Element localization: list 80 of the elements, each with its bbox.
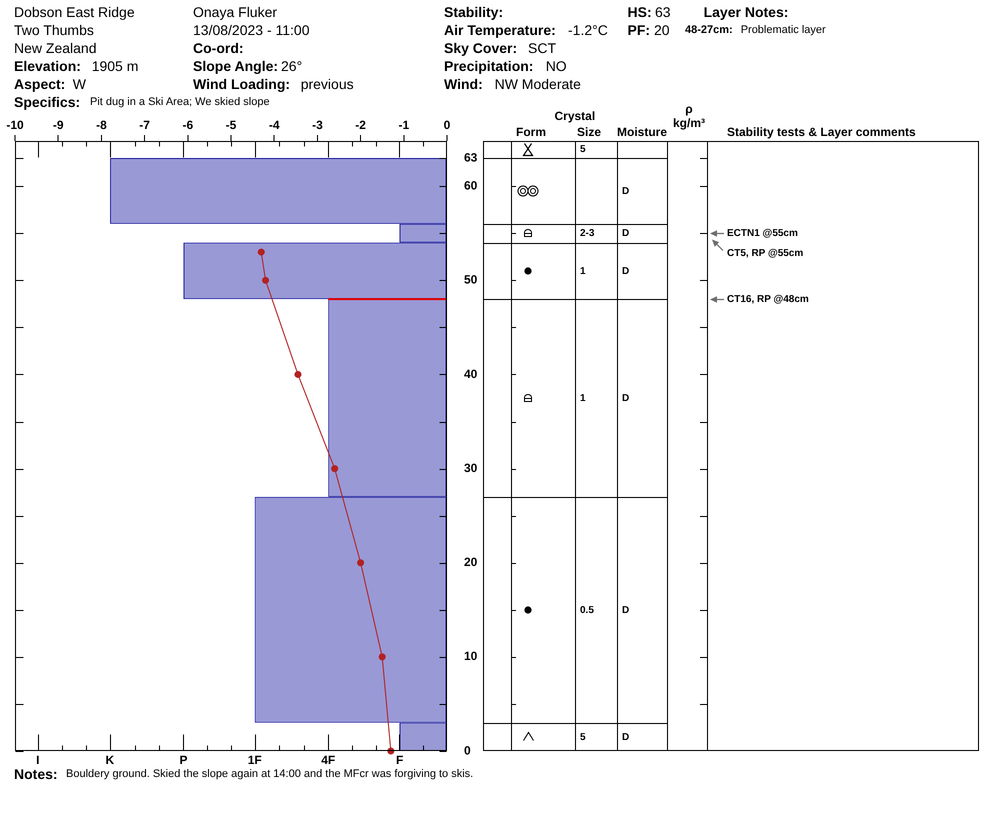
y-tick-label: 50 (464, 272, 478, 287)
x-tick-label: -1 (398, 118, 410, 132)
text: Layer Notes: (704, 4, 788, 21)
text: W (72, 76, 86, 93)
text: NO (546, 58, 567, 75)
text: Wind: (444, 76, 483, 93)
category-label: ρ kg/m³ (672, 102, 706, 131)
text: Bouldery ground. Skied the slope again at 14:00 and the MFcr was forgiving to skis. (66, 768, 474, 780)
text: PF: (628, 22, 650, 39)
text: Two Thumbs (14, 22, 94, 39)
y-tick-label: 60 (464, 178, 478, 192)
text: CT16, RP @48cm (727, 294, 809, 306)
text: CT5, RP @55cm (727, 248, 804, 260)
text: Air Temperature: (444, 22, 556, 39)
text: Onaya Fluker (193, 4, 278, 21)
text: HS: (628, 4, 652, 21)
text: -1.2°C (568, 22, 608, 39)
text: Aspect: (14, 76, 66, 93)
text: 20 (654, 22, 670, 39)
text: 0.5 (580, 604, 594, 616)
text: Problematic layer (740, 24, 826, 38)
x-tick-label: -5 (226, 118, 237, 132)
annotation: F (396, 753, 404, 767)
y-tick-label: 20 (464, 555, 478, 570)
category-label: Form (516, 125, 546, 140)
text: New Zealand (14, 40, 96, 57)
category-label: Size (577, 125, 602, 140)
text: D (622, 392, 630, 404)
text: previous (300, 76, 354, 93)
text: Stability: (444, 4, 504, 21)
text: Slope Angle: (193, 58, 278, 75)
text: D (622, 266, 630, 278)
annotation: K (106, 753, 114, 767)
x-tick-label: -4 (268, 118, 280, 132)
text: 1 (580, 266, 586, 278)
text: 13/08/2023 - 11:00 (193, 22, 310, 39)
text: ECTN1 @55cm (727, 228, 798, 240)
text: Specifics: (14, 94, 80, 110)
x-tick-label: -7 (139, 118, 150, 132)
y-tick-label: 0 (464, 743, 471, 758)
text: 5 (580, 732, 586, 744)
text: Notes: (14, 766, 58, 782)
text: NW Moderate (494, 76, 581, 93)
category-label: Stability tests & Layer comments (727, 125, 916, 140)
text: D (622, 186, 630, 198)
text: Sky Cover: (444, 40, 518, 57)
x-tick-label: -10 (6, 118, 24, 132)
annotation: 4F (321, 753, 336, 767)
y-tick-label: 10 (464, 649, 478, 664)
text: Elevation: (14, 58, 81, 75)
text: 5 (580, 144, 586, 156)
y-tick-label: 40 (464, 366, 478, 381)
text: 48-27cm: (685, 24, 733, 38)
y-tick-label: 63 (464, 150, 478, 164)
text: Dobson East Ridge (14, 4, 135, 21)
x-tick-label: 0 (444, 118, 451, 132)
text: Wind Loading: (193, 76, 290, 93)
x-tick-label: -9 (52, 118, 64, 132)
text: Co-ord: (193, 40, 244, 57)
text: D (622, 732, 630, 744)
annotation: 1F (248, 753, 262, 767)
text: Crystal (554, 109, 596, 124)
text: Precipitation: (444, 58, 534, 75)
x-tick-label: -3 (312, 118, 324, 132)
text: 26° (281, 58, 302, 75)
text: 1 (580, 392, 586, 404)
text: I (36, 753, 40, 767)
text: D (622, 604, 630, 616)
text: 2-3 (580, 228, 594, 240)
y-tick-label: 30 (464, 460, 478, 475)
x-tick-label: -8 (96, 118, 108, 132)
text: 1905 m (92, 58, 138, 75)
annotation: P (179, 753, 188, 767)
text: 63 (655, 4, 671, 21)
x-tick-label: -2 (355, 118, 366, 132)
category-label: Moisture (617, 125, 668, 140)
text: SCT (528, 40, 556, 57)
x-tick-label: -6 (182, 118, 194, 132)
text: D (622, 228, 630, 240)
text: Pit dug in a Ski Area; We skied slope (90, 96, 270, 110)
